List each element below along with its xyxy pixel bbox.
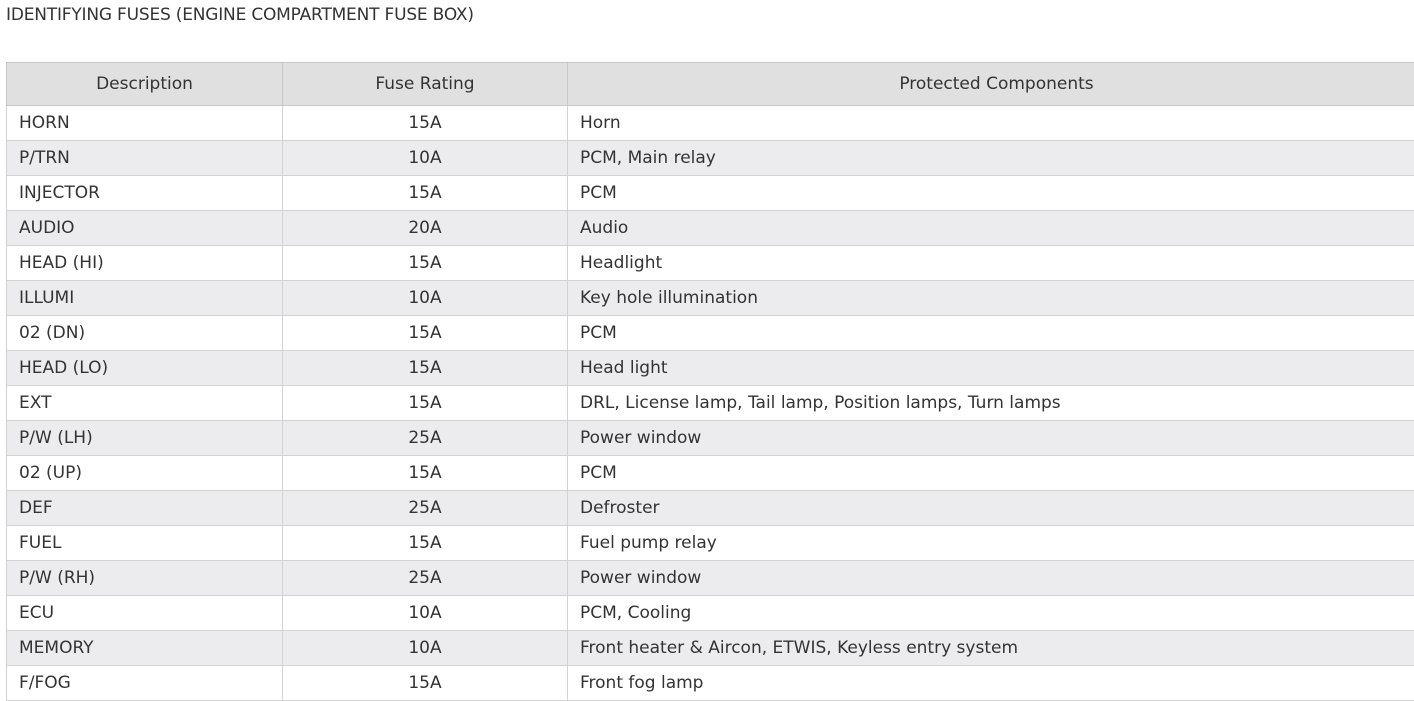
table-cell: 15A xyxy=(283,666,568,701)
table-cell: 25A xyxy=(283,421,568,456)
table-cell: 10A xyxy=(283,281,568,316)
page: {"header": {"title": "IDENTIFYING FUSES … xyxy=(0,0,1414,679)
table-cell: INJECTOR xyxy=(7,176,283,211)
table-cell: Front fog lamp xyxy=(568,666,1414,701)
table-cell: AUDIO xyxy=(7,211,283,246)
table-cell: P/W (LH) xyxy=(7,421,283,456)
table-cell: Headlight xyxy=(568,246,1414,281)
table-cell: HORN xyxy=(7,106,283,141)
column-header: Protected Components xyxy=(568,63,1414,106)
table-cell: FUEL xyxy=(7,526,283,561)
table-cell: 15A xyxy=(283,246,568,281)
table-cell: 15A xyxy=(283,386,568,421)
table-cell: PCM xyxy=(568,316,1414,351)
table-cell: Fuel pump relay xyxy=(568,526,1414,561)
page-title: IDENTIFYING FUSES (ENGINE COMPARTMENT FU… xyxy=(6,5,474,25)
column-header: Description xyxy=(7,63,283,106)
table-cell: Front heater & Aircon, ETWIS, Keyless en… xyxy=(568,631,1414,666)
table-cell: 15A xyxy=(283,106,568,141)
table-cell: HEAD (LO) xyxy=(7,351,283,386)
table-cell: 15A xyxy=(283,316,568,351)
table-cell: PCM, Cooling xyxy=(568,596,1414,631)
table-cell: 15A xyxy=(283,526,568,561)
table-cell: PCM xyxy=(568,456,1414,491)
table-cell: F/FOG xyxy=(7,666,283,701)
table-cell: 15A xyxy=(283,456,568,491)
table-cell: 10A xyxy=(283,596,568,631)
table-cell: 15A xyxy=(283,351,568,386)
table-cell: Head light xyxy=(568,351,1414,386)
table-cell: MEMORY xyxy=(7,631,283,666)
table-cell: ECU xyxy=(7,596,283,631)
table-cell: 10A xyxy=(283,141,568,176)
table-cell: EXT xyxy=(7,386,283,421)
table-cell: 25A xyxy=(283,491,568,526)
table-cell: Audio xyxy=(568,211,1414,246)
table-cell: PCM, Main relay xyxy=(568,141,1414,176)
column-header: Fuse Rating xyxy=(283,63,568,106)
table-cell: 20A xyxy=(283,211,568,246)
table-cell: 02 (DN) xyxy=(7,316,283,351)
table-cell: P/W (RH) xyxy=(7,561,283,596)
table-cell: Key hole illumination xyxy=(568,281,1414,316)
table-cell: Power window xyxy=(568,421,1414,456)
table-cell: PCM xyxy=(568,176,1414,211)
table-cell: HEAD (HI) xyxy=(7,246,283,281)
table-cell: ILLUMI xyxy=(7,281,283,316)
table-cell: Power window xyxy=(568,561,1414,596)
table-cell: DEF xyxy=(7,491,283,526)
table-cell: P/TRN xyxy=(7,141,283,176)
table-cell: Horn xyxy=(568,106,1414,141)
table-cell: DRL, License lamp, Tail lamp, Position l… xyxy=(568,386,1414,421)
table-cell: Defroster xyxy=(568,491,1414,526)
table-cell: 02 (UP) xyxy=(7,456,283,491)
table-cell: 15A xyxy=(283,176,568,211)
table-cell: 25A xyxy=(283,561,568,596)
table-cell: 10A xyxy=(283,631,568,666)
